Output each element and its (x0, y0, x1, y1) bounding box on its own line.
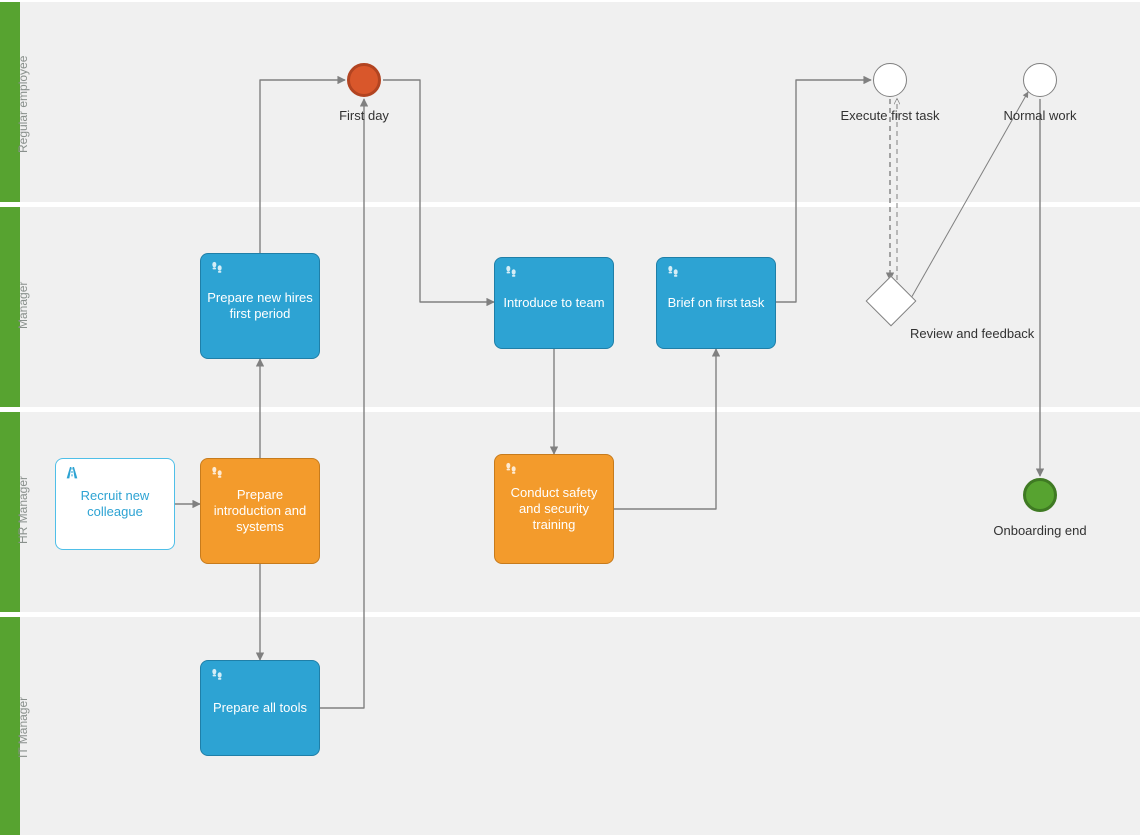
event-normal_work[interactable] (1023, 63, 1057, 97)
task-safety[interactable]: Conduct safety and security training (494, 454, 614, 564)
event-onboarding_end[interactable] (1023, 478, 1057, 512)
road-icon (64, 465, 80, 481)
event-execute_first_task[interactable] (873, 63, 907, 97)
bpmn-diagram: Regular employee Manager HR Manager IT Mana… (0, 0, 1140, 839)
footsteps-icon (503, 461, 519, 477)
footsteps-icon (209, 260, 225, 276)
task-recruit[interactable]: Recruit new colleague (55, 458, 175, 550)
lane-label: IT Manager (16, 697, 30, 758)
lane-label: Manager (16, 282, 30, 329)
task-label: Prepare introduction and systems (207, 487, 313, 536)
lane-label: Regular employee (16, 56, 30, 153)
lane-body (20, 2, 1140, 202)
footsteps-icon (665, 264, 681, 280)
task-label: Brief on first task (663, 295, 769, 311)
task-label: Introduce to team (501, 295, 607, 311)
task-prep_firstperiod[interactable]: Prepare new hires first period (200, 253, 320, 359)
task-prep_intro[interactable]: Prepare introduction and systems (200, 458, 320, 564)
footsteps-icon (209, 667, 225, 683)
lane-it-manager: IT Manager (0, 617, 1140, 835)
event-label-onboarding_end: Onboarding end (960, 523, 1120, 538)
task-introduce[interactable]: Introduce to team (494, 257, 614, 349)
lane-label: HR Manager (16, 476, 30, 544)
footsteps-icon (209, 465, 225, 481)
event-label-execute_first_task: Execute first task (810, 108, 970, 123)
lane-body (20, 617, 1140, 835)
task-prep_tools[interactable]: Prepare all tools (200, 660, 320, 756)
lane-regular-employee: Regular employee (0, 2, 1140, 202)
event-first_day[interactable] (347, 63, 381, 97)
event-label-first_day: First day (284, 108, 444, 123)
gateway-label-review: Review and feedback (910, 326, 1034, 341)
task-label: Recruit new colleague (62, 488, 168, 521)
task-label: Prepare all tools (207, 700, 313, 716)
task-label: Conduct safety and security training (501, 485, 607, 534)
footsteps-icon (503, 264, 519, 280)
task-brief[interactable]: Brief on first task (656, 257, 776, 349)
task-label: Prepare new hires first period (207, 290, 313, 323)
event-label-normal_work: Normal work (960, 108, 1120, 123)
